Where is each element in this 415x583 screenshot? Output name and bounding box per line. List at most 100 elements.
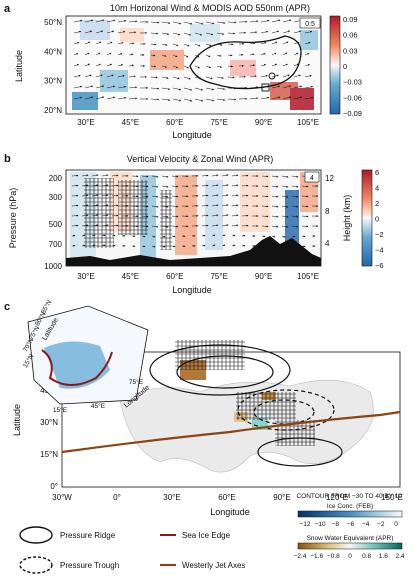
panel-a-label: a bbox=[4, 3, 11, 15]
wind-vector bbox=[231, 204, 239, 207]
wind-vector bbox=[201, 244, 206, 247]
wind-vector bbox=[183, 98, 193, 102]
wind-vector bbox=[141, 245, 146, 248]
panel-b-xtick: 45°E bbox=[122, 272, 139, 281]
wind-vector bbox=[227, 98, 237, 101]
wind-vector bbox=[106, 63, 113, 67]
wind-vector bbox=[271, 30, 280, 34]
wind-vector bbox=[161, 215, 169, 218]
wind-vector bbox=[117, 85, 127, 89]
panel-c-ridge-contour bbox=[257, 437, 343, 467]
panel-b-colorbar-tick: 2 bbox=[375, 199, 379, 208]
wind-vector bbox=[95, 30, 104, 34]
wind-vector bbox=[271, 52, 277, 56]
wind-vector bbox=[183, 32, 192, 36]
wind-vector bbox=[194, 32, 203, 36]
panel-c-swe-colorbar-tick: −2.4 bbox=[294, 553, 307, 560]
panel-b-label: b bbox=[4, 153, 11, 165]
wind-vector bbox=[73, 53, 79, 56]
wind-vector bbox=[95, 63, 102, 67]
wind-vector bbox=[216, 76, 224, 79]
wind-vector bbox=[101, 214, 109, 217]
wind-vector bbox=[95, 52, 101, 56]
wind-vector bbox=[73, 30, 82, 34]
wind-vector bbox=[84, 52, 90, 56]
wind-vector bbox=[216, 65, 223, 68]
wind-vector bbox=[161, 195, 169, 198]
wind-vector bbox=[221, 184, 229, 187]
panel-c-inset-lon-tick: 75°E bbox=[129, 378, 144, 386]
panel-c-ridge-contour bbox=[176, 355, 274, 389]
wind-vector bbox=[227, 32, 236, 35]
wind-vector bbox=[111, 224, 119, 227]
wind-vector bbox=[81, 204, 89, 207]
wind-vector bbox=[128, 97, 138, 100]
panel-b-colorbar-tick: 4 bbox=[375, 184, 379, 193]
wind-vector bbox=[161, 205, 169, 208]
wind-vector bbox=[304, 30, 313, 34]
panel-c-swe-colorbar-ticks: −2.4 −1.6 −0.8 0 0.8 1.6 2.4 bbox=[294, 553, 405, 560]
wind-vector bbox=[271, 195, 279, 198]
panel-c-ytick: 0° bbox=[50, 482, 58, 491]
wind-vector bbox=[211, 174, 219, 177]
wind-vector bbox=[260, 19, 270, 23]
wind-vector bbox=[221, 244, 226, 247]
wind-vector bbox=[150, 43, 157, 46]
panel-b-colorbar-tick: 6 bbox=[375, 168, 379, 177]
wind-vector bbox=[101, 194, 109, 197]
panel-c-swe-colorbar-tick: 2.4 bbox=[395, 553, 404, 560]
wind-vector bbox=[293, 85, 303, 89]
wind-vector bbox=[81, 174, 89, 177]
wind-vector bbox=[201, 224, 209, 227]
panel-b-height-tick: 8 bbox=[325, 207, 330, 216]
wind-vector bbox=[205, 98, 215, 102]
panel-c-trough-contour bbox=[253, 399, 315, 425]
wind-vector bbox=[117, 74, 125, 78]
wind-vector bbox=[151, 195, 159, 198]
panel-c-swe-colorbar bbox=[297, 542, 403, 550]
wind-vector bbox=[106, 19, 116, 23]
wind-vector bbox=[95, 19, 105, 23]
wind-vector bbox=[161, 54, 167, 57]
panel-c-legend: Pressure Ridge Pressure Trough Sea Ice E… bbox=[19, 526, 245, 574]
wind-vector bbox=[141, 215, 149, 218]
wind-vector bbox=[150, 21, 160, 24]
wind-vector bbox=[141, 205, 149, 208]
panel-c-ytick: 30°N bbox=[40, 418, 58, 427]
panel-c-swe-colorbar-tick: −1.6 bbox=[310, 553, 323, 560]
wind-vector bbox=[91, 224, 99, 227]
panel-a-colorbar-ticks: 0.09 0.06 0.03 0 −0.03 −0.06 −0.09 bbox=[343, 15, 362, 118]
wind-vector bbox=[249, 75, 257, 78]
wind-vector bbox=[205, 76, 213, 80]
wind-vector bbox=[216, 43, 223, 46]
wind-vector bbox=[304, 74, 312, 78]
wind-vector bbox=[150, 54, 156, 57]
wind-vector bbox=[111, 184, 119, 187]
wind-vector bbox=[271, 74, 279, 78]
wind-vector bbox=[282, 74, 290, 78]
wind-vector bbox=[211, 234, 216, 237]
panel-b-colorbar bbox=[361, 169, 373, 267]
panel-c-ice-colorbar-title: Ice Conc. (FEB) bbox=[327, 503, 373, 510]
wind-vector bbox=[101, 204, 109, 207]
wind-vector bbox=[172, 21, 182, 25]
wind-vector bbox=[106, 85, 116, 89]
legend-trough-symbol bbox=[19, 556, 53, 574]
legend-ridge-symbol bbox=[19, 526, 53, 544]
wind-vector bbox=[84, 63, 91, 67]
wind-vector bbox=[194, 76, 202, 80]
panel-a-ytick: 40°N bbox=[44, 47, 62, 56]
wind-vector bbox=[161, 76, 169, 79]
legend-ridge-label: Pressure Ridge bbox=[60, 531, 116, 540]
wind-vector bbox=[128, 31, 137, 34]
wind-vector bbox=[291, 185, 299, 188]
wind-vector bbox=[281, 175, 289, 178]
wind-vector bbox=[281, 215, 289, 218]
panel-c-xtick: 150°E bbox=[381, 493, 403, 502]
wind-vector bbox=[281, 235, 286, 238]
panel-a-tibetan-plateau-contour bbox=[189, 35, 302, 90]
wind-vector bbox=[216, 32, 225, 35]
panel-b-ref-vector-box bbox=[304, 171, 320, 183]
wind-vector bbox=[260, 64, 267, 67]
